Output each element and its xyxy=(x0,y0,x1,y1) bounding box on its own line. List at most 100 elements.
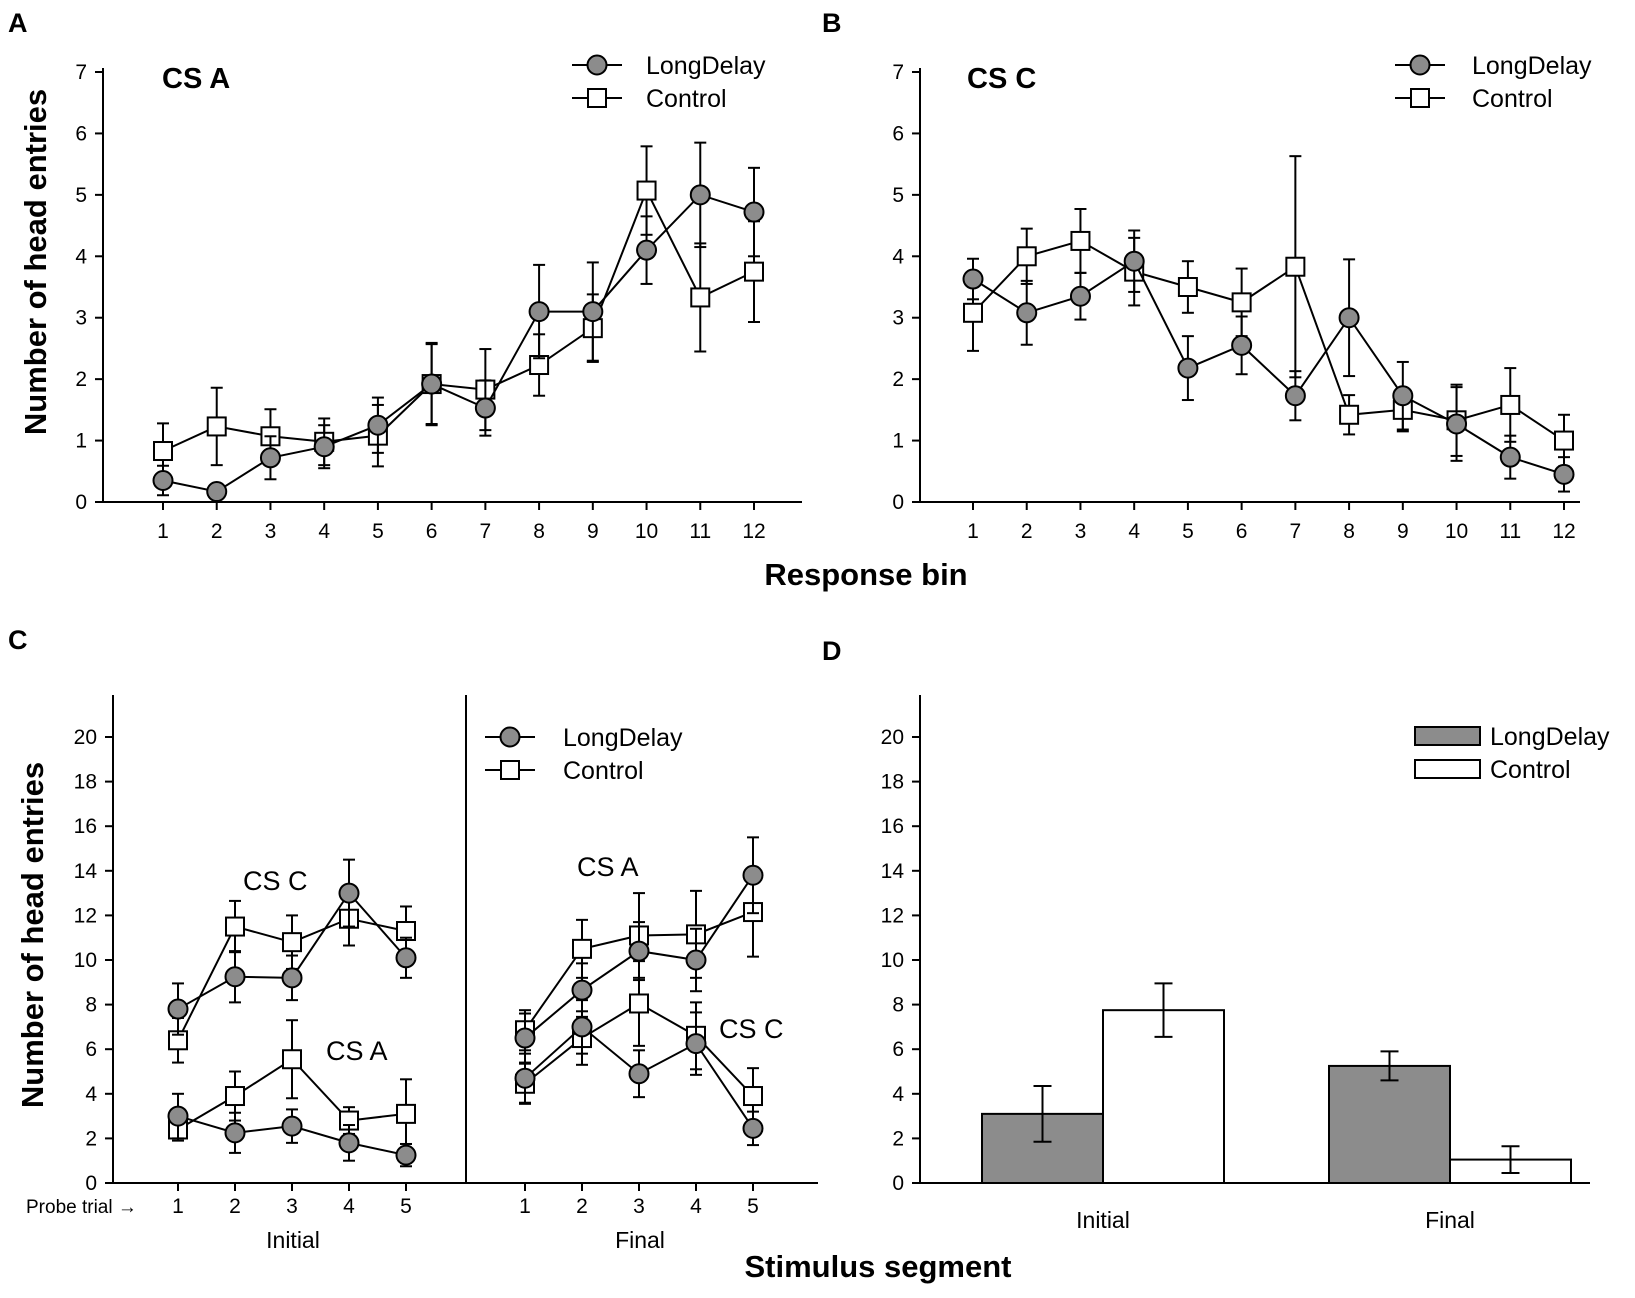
panel-c-longdelay-initial-cs-a-point xyxy=(224,1122,246,1144)
panel-d-series-control xyxy=(1102,982,1572,1184)
panel-b-legend-label: Control xyxy=(1472,85,1553,113)
panel-c-control-initial-cs-a-point xyxy=(225,1086,245,1107)
panel-a-y-tick-label: 6 xyxy=(75,122,87,145)
panel-a-legend-marker xyxy=(586,54,608,76)
panel-b-longdelay-point xyxy=(1123,250,1145,272)
panel-a-x-tick-label: 9 xyxy=(587,520,599,543)
panel-c-longdelay-final-cs-c-series xyxy=(514,999,764,1147)
panel-a-x-tick-label: 1 xyxy=(157,520,169,543)
panel-d-x-tick-label: Initial xyxy=(1076,1207,1130,1233)
panel-a-y-tick-label: 0 xyxy=(75,491,87,514)
panel-d-y-tick-label: 20 xyxy=(881,726,904,749)
panel-c-probe-trial-label: Probe trial → xyxy=(26,1197,137,1218)
panel-b-x-tick-label: 5 xyxy=(1182,520,1194,543)
panel-c-y-tick-label: 10 xyxy=(74,949,97,972)
panel-b-x-tick-label: 6 xyxy=(1236,520,1248,543)
panel-a-x-tick-label: 11 xyxy=(689,520,711,543)
y-axis-title-bottom: Number of head entries xyxy=(15,762,50,1108)
panel-label-d: D xyxy=(822,636,842,666)
panel-d-y-tick-label: 18 xyxy=(881,771,904,794)
panel-b-control-point xyxy=(1231,292,1252,313)
panel-b-control-point xyxy=(1016,246,1037,267)
panel-a-legend-marker xyxy=(587,88,607,108)
panel-b-legend-marker xyxy=(1410,88,1430,108)
panel-c-y-tick-label: 6 xyxy=(85,1038,97,1061)
panel-c-legend-marker xyxy=(500,760,520,780)
panel-b-y-tick-label: 2 xyxy=(892,368,904,391)
panel-c-y-tick-label: 18 xyxy=(74,771,97,794)
panel-d-legend-control: Control xyxy=(1414,756,1571,784)
panel-c-longdelay-initial-cs-a-point xyxy=(167,1105,189,1127)
panel-c-x-tick-label-initial: 3 xyxy=(286,1195,298,1218)
panel-a-control-point xyxy=(206,416,227,437)
panel-c-x-tick-label-final: 2 xyxy=(576,1195,588,1218)
panel-d-longdelay-error-bar xyxy=(1380,1050,1399,1082)
panel-c-y-tick-label: 0 xyxy=(85,1172,97,1195)
panel-b-y-tick-label: 1 xyxy=(892,430,904,453)
panel-c-x-tick-label-initial: 2 xyxy=(229,1195,241,1218)
panel-a-legend-label: LongDelay xyxy=(646,52,766,80)
panel-b-longdelay-point xyxy=(1016,302,1038,324)
panel-b-y-tick-label: 5 xyxy=(892,184,904,207)
panel-c-longdelay-initial-cs-a-point xyxy=(395,1144,417,1166)
panel-c-control-initial-cs-a-point xyxy=(396,1103,416,1124)
panel-label-a: A xyxy=(8,8,28,38)
panel-c-longdelay-initial-cs-c-point xyxy=(224,966,246,988)
panel-a-longdelay-point xyxy=(689,184,711,206)
panel-c-longdelay-initial-cs-c-point xyxy=(395,947,417,969)
panel-b-longdelay-point xyxy=(1177,357,1199,379)
panel-a-series-longdelay xyxy=(152,141,765,503)
panel-d-control-error-bar xyxy=(1501,1145,1520,1174)
panel-c-longdelay-final-cs-c-point xyxy=(514,1067,536,1089)
panel-c-longdelay-final-cs-c-point xyxy=(742,1117,764,1139)
panel-b-series-longdelay xyxy=(962,229,1575,493)
panel-a-longdelay-point xyxy=(636,239,658,261)
panel-b-y-tick-label: 3 xyxy=(892,307,904,330)
panel-a-x-tick-label: 4 xyxy=(318,520,330,543)
panel-c-longdelay-initial-cs-a-series xyxy=(167,1092,417,1168)
panel-a-y-tick-label: 3 xyxy=(75,307,87,330)
panel-b-longdelay-point xyxy=(1392,385,1414,407)
x-axis-title-bottom: Stimulus segment xyxy=(745,1249,1012,1284)
panel-c-longdelay-final-cs-a-point xyxy=(514,1027,536,1049)
panel-c-y-tick-label: 4 xyxy=(85,1083,97,1106)
panel-label-c: C xyxy=(8,625,28,655)
panel-c-x-tick-label-initial: 5 xyxy=(400,1195,412,1218)
panel-d-y-tick-label: 6 xyxy=(892,1038,904,1061)
panel-b-control-point xyxy=(1070,230,1091,251)
panel-c-segment-label-initial: Initial xyxy=(266,1227,320,1253)
panel-c-longdelay-initial-cs-c-point xyxy=(338,882,360,904)
panel-c-annotation-final-cs-c: CS C xyxy=(719,1014,784,1044)
panel-c-legend-marker xyxy=(499,726,521,748)
panel-d-y-tick-label: 0 xyxy=(892,1172,904,1195)
panel-b-longdelay-point xyxy=(962,268,984,290)
panel-a-x-tick-label: 12 xyxy=(742,520,765,543)
panel-c-longdelay-final-cs-c-point xyxy=(571,1016,593,1038)
panel-d-y-tick-label: 14 xyxy=(881,860,905,883)
panel-a-legend-control: Control xyxy=(572,85,727,113)
panel-d-y-tick-label: 8 xyxy=(892,994,904,1017)
panel-b-x-tick-label: 2 xyxy=(1021,520,1033,543)
panel-b-x-tick-label: 7 xyxy=(1290,520,1302,543)
panel-d-legend-label: Control xyxy=(1490,756,1571,784)
panel-b-control-point xyxy=(1177,277,1198,297)
panel-c-annotation-initial-cs-c: CS C xyxy=(243,866,308,896)
panel-label-b: B xyxy=(822,8,842,38)
panel-b-longdelay-point xyxy=(1499,446,1521,468)
panel-a-longdelay-line xyxy=(162,193,755,493)
panel-d-legend-longdelay: LongDelay xyxy=(1414,723,1610,751)
panel-d-bar-longdelay-final xyxy=(1328,1064,1451,1185)
panel-b-control-line xyxy=(972,239,1565,442)
panel-a-x-tick-label: 5 xyxy=(372,520,384,543)
panel-c-longdelay-initial-cs-a-point xyxy=(281,1115,303,1137)
panel-c-longdelay-initial-cs-c-point xyxy=(281,967,303,989)
panel-c-annotation-final-cs-a: CS A xyxy=(577,852,639,882)
panel-d-y-tick-label: 4 xyxy=(892,1083,904,1106)
y-axis-title-top: Number of head entries xyxy=(18,89,53,435)
panel-a-y-tick-label: 5 xyxy=(75,184,87,207)
panel-c-y-tick-label: 8 xyxy=(85,994,97,1017)
panel-a-longdelay-point xyxy=(152,470,174,491)
